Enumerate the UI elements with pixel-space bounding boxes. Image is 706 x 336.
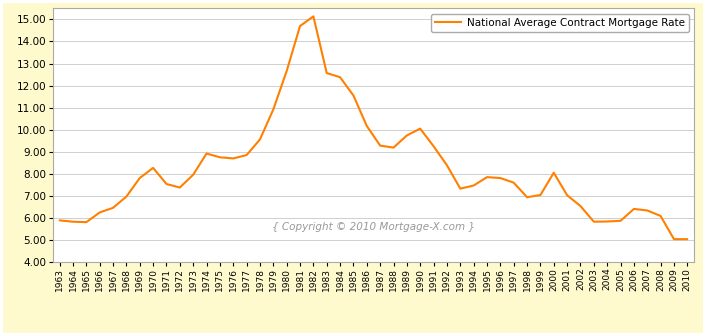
- Legend: National Average Contract Mortgage Rate: National Average Contract Mortgage Rate: [431, 14, 689, 32]
- Text: { Copyright © 2010 Mortgage-X.com }: { Copyright © 2010 Mortgage-X.com }: [272, 221, 475, 232]
